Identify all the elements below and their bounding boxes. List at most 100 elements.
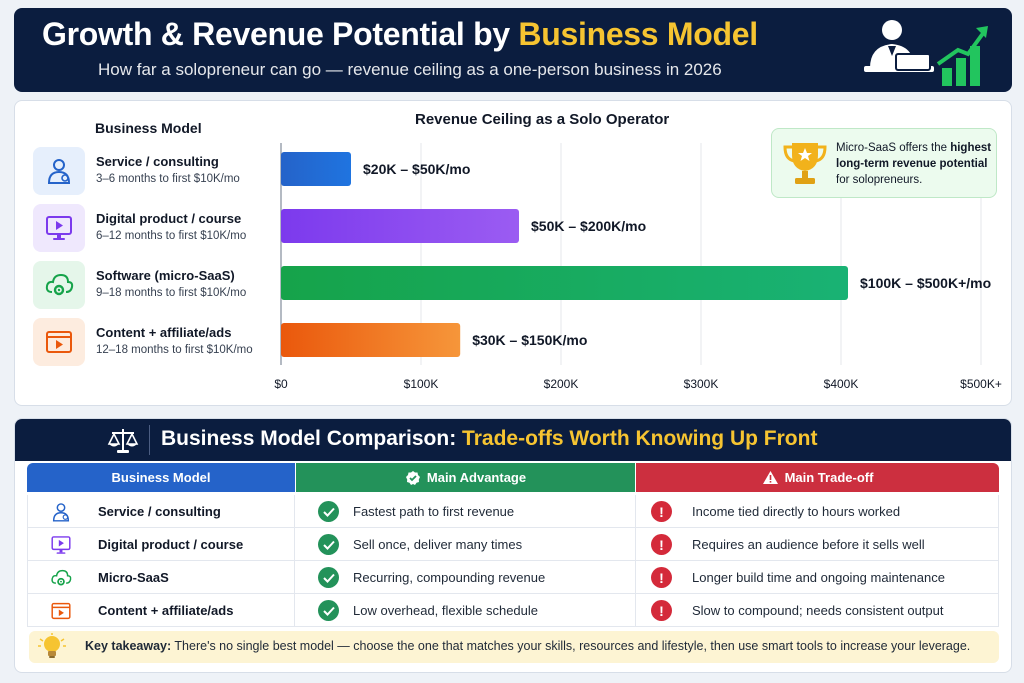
row-tradeoff: Longer build time and ongoing maintenanc… [692, 570, 945, 585]
table-row: Digital product / course Sell once, deli… [27, 528, 999, 561]
revenue-chart-panel: $0 $100K $200K $300K $400K $500K+ $20K – $50K/… [14, 100, 1012, 406]
revenue-chart: $0 $100K $200K $300K $400K $500K+ $20K – $50K/… [274, 143, 1002, 391]
cell-tradeoff: ! Requires an audience before it sells we… [637, 528, 999, 561]
row-advantage: Sell once, deliver many times [353, 537, 523, 552]
x-tick-label: $500K+ [960, 377, 1002, 391]
cell-advantage: Fastest path to first revenue [296, 495, 636, 528]
x-tick-label: $0 [274, 377, 288, 391]
takeaway-text: Key takeaway: There's no single best mod… [85, 639, 971, 653]
row-model-name: Content + affiliate/ads [98, 603, 234, 618]
person-icon [52, 503, 70, 522]
model-icon-tile [33, 204, 85, 252]
cell-advantage: Sell once, deliver many times [296, 528, 636, 561]
cell-tradeoff: ! Slow to compound; needs consistent outp… [637, 594, 999, 627]
trophy-icon [783, 143, 827, 184]
video-play-icon [51, 602, 71, 620]
model-item: Service / consulting 3–6 months to first… [33, 147, 273, 199]
page-title: Growth & Revenue Potential by Business M… [42, 16, 758, 53]
table-row: Content + affiliate/ads Low overhead, fl… [27, 594, 999, 627]
model-time: 6–12 months to first $10K/mo [96, 230, 247, 242]
chart-title: Revenue Ceiling as a Solo Operator [415, 111, 670, 128]
bar [281, 152, 351, 186]
model-name: Service / consulting [96, 154, 219, 169]
x-tick-label: $200K [544, 377, 579, 391]
solopreneur-growth-icon [864, 20, 988, 86]
model-time: 3–6 months to first $10K/mo [96, 173, 240, 185]
x-tick-label: $300K [684, 377, 719, 391]
row-tradeoff: Slow to compound; needs consistent outpu… [692, 603, 944, 618]
alert-icon: ! [651, 567, 672, 588]
bar-label: $50K – $200K/mo [531, 218, 646, 234]
row-model-name: Digital product / course [98, 537, 244, 552]
alert-icon: ! [651, 600, 672, 621]
header-main-advantage: Main Advantage [296, 463, 635, 492]
model-item: Software (micro-SaaS) 9–18 months to fir… [33, 261, 273, 313]
model-name: Digital product / course [96, 211, 242, 226]
check-icon [318, 567, 339, 588]
model-item: Digital product / course 6–12 months to … [33, 204, 273, 256]
check-icon [318, 600, 339, 621]
video-play-icon [46, 331, 72, 353]
comparison-panel: Business Model Comparison: Trade-offs Wo… [14, 418, 1012, 673]
alert-icon: ! [651, 534, 672, 555]
key-takeaway: Key takeaway: There's no single best mod… [29, 631, 999, 663]
cloud-gear-icon [45, 273, 74, 296]
cell-tradeoff: ! Longer build time and ongoing maintenan… [637, 561, 999, 594]
cloud-gear-icon [51, 569, 72, 586]
table-row: Micro-SaaS Recurring, compounding revenu… [27, 561, 999, 594]
cell-model: Content + affiliate/ads [27, 594, 295, 627]
row-advantage: Fastest path to first revenue [353, 504, 515, 519]
person-icon [47, 159, 71, 184]
model-item: Content + affiliate/ads 12–18 months to … [33, 318, 273, 370]
banner-divider [149, 425, 150, 455]
bar-label: $100K – $500K+/mo [860, 275, 991, 291]
bar [281, 266, 848, 300]
lightbulb-icon [38, 633, 66, 658]
warning-icon [762, 471, 778, 484]
check-icon [318, 501, 339, 522]
cell-model: Digital product / course [27, 528, 295, 561]
comparison-title: Business Model Comparison: Trade-offs Wo… [161, 427, 818, 450]
cell-tradeoff: ! Income tied directly to hours worked [637, 495, 999, 528]
header-main-tradeoff: Main Trade-off [636, 463, 999, 492]
model-icon-tile [33, 318, 85, 366]
model-time: 9–18 months to first $10K/mo [96, 287, 247, 299]
bar-label: $20K – $50K/mo [363, 161, 470, 177]
model-icon-tile [33, 147, 85, 195]
cell-model: Micro-SaaS [27, 561, 295, 594]
x-tick-label: $100K [404, 377, 439, 391]
monitor-play-icon [46, 216, 72, 240]
header-banner: Growth & Revenue Potential by Business M… [14, 8, 1012, 92]
row-advantage: Low overhead, flexible schedule [353, 603, 539, 618]
models-heading: Business Model [95, 120, 202, 136]
title-text: Growth & Revenue Potential by [42, 16, 519, 52]
monitor-play-icon [51, 536, 71, 554]
title-highlight: Business Model [518, 16, 758, 52]
header-business-model: Business Model [27, 463, 295, 492]
model-name: Content + affiliate/ads [96, 325, 232, 340]
balance-scale-icon [107, 429, 139, 453]
page-subtitle: How far a solopreneur can go — revenue c… [98, 60, 722, 79]
callout-text: Micro-SaaS offers the highest long-term … [836, 142, 992, 186]
row-model-name: Micro-SaaS [98, 570, 169, 585]
cell-advantage: Recurring, compounding revenue [296, 561, 636, 594]
model-time: 12–18 months to first $10K/mo [96, 344, 253, 356]
comparison-banner: Business Model Comparison: Trade-offs Wo… [15, 419, 1011, 461]
callout-box: Micro-SaaS offers the highest long-term … [771, 128, 997, 198]
table-row: Service / consulting Fastest path to fir… [27, 495, 999, 528]
bar-label: $30K – $150K/mo [472, 332, 587, 348]
check-icon [318, 534, 339, 555]
row-model-name: Service / consulting [98, 504, 221, 519]
bar [281, 323, 461, 357]
cell-model: Service / consulting [27, 495, 295, 528]
row-tradeoff: Requires an audience before it sells wel… [692, 537, 925, 552]
bar [281, 209, 519, 243]
row-tradeoff: Income tied directly to hours worked [692, 504, 901, 519]
model-name: Software (micro-SaaS) [96, 268, 235, 283]
row-advantage: Recurring, compounding revenue [353, 570, 546, 585]
cell-advantage: Low overhead, flexible schedule [296, 594, 636, 627]
alert-icon: ! [651, 501, 672, 522]
model-icon-tile [33, 261, 85, 309]
x-tick-label: $400K [824, 377, 859, 391]
check-badge-icon [405, 470, 420, 485]
